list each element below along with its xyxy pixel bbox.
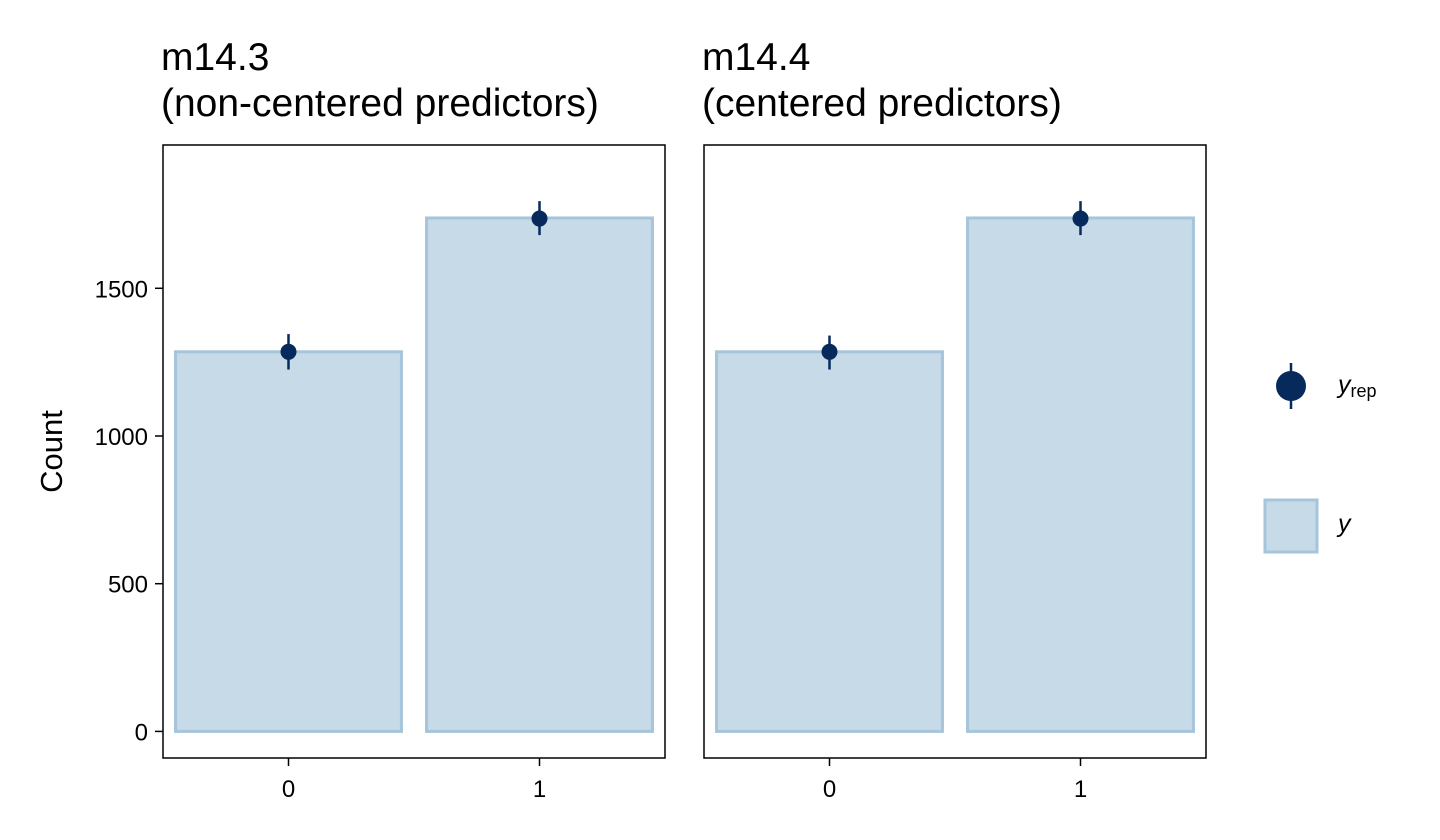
x-tick-label: 0 [282,776,295,803]
legend-rep-label-main: y [1336,371,1352,399]
panel-title-line1: m14.4 [702,36,810,79]
panel-title-line1: m14.3 [161,36,269,79]
legend: yrep y [1263,363,1377,554]
y-axis-label: Count [34,410,69,493]
panels: m14.3(non-centered predictors) 0 1 0 500 1000… [34,36,1207,803]
panel-frame [162,144,666,759]
y-tick-label: 500 [108,572,148,599]
legend-obs-label: y [1336,510,1352,538]
x-tick-label: 1 [533,776,546,803]
y-tick-label: 1000 [95,424,148,451]
bar-y-0 [174,350,403,733]
y-tick-label: 0 [135,719,148,746]
panel-frame [703,144,1207,759]
yrep-point-1 [531,210,548,227]
yrep-point-0 [821,343,838,360]
bar-y-1 [425,216,654,733]
bar-y-1 [966,216,1195,733]
legend-rep-label-subscript: rep [1351,381,1377,401]
panel-title-line2: (non-centered predictors) [161,82,599,125]
panel-1: m14.4(centered predictors) 0 1 [702,36,1207,803]
y-tick-label: 1500 [95,276,148,303]
bar-y-0 [715,350,944,733]
legend-rep-label: yrep [1336,371,1377,401]
panel-title-line2: (centered predictors) [702,82,1062,125]
yrep-point-1 [1072,210,1089,227]
yrep-point-0 [280,343,297,360]
x-tick-label: 0 [823,776,836,803]
panel-0: m14.3(non-centered predictors) 0 1 0 500 1000… [34,36,666,803]
legend-obs-swatch [1263,498,1319,554]
x-tick-label: 1 [1074,776,1087,803]
legend-rep-point [1276,371,1306,401]
